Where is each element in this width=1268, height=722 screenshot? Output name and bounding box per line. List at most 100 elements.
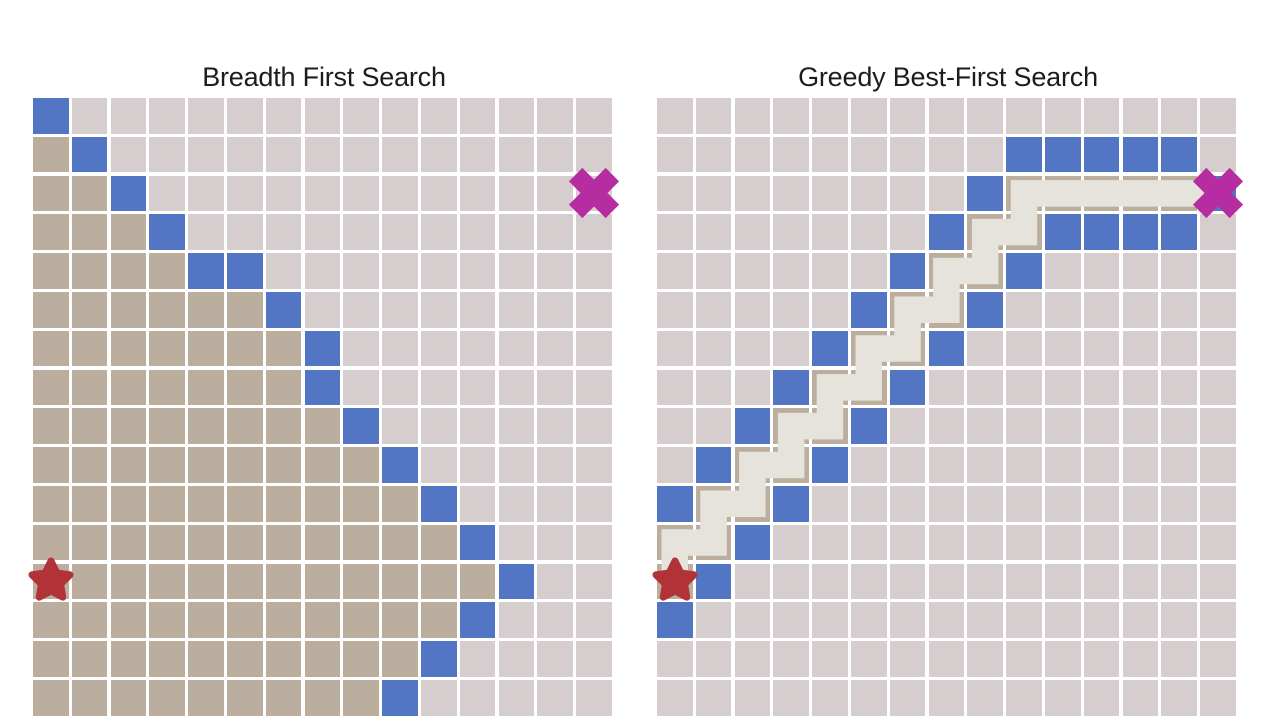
grid-cell: [812, 330, 848, 367]
grid-cell: [188, 680, 224, 716]
grid-cell: [110, 602, 147, 638]
start-star-icon[interactable]: [647, 553, 703, 609]
grid-cell: [227, 136, 263, 173]
grid-cell: [382, 602, 418, 638]
grid-cell: [304, 486, 341, 522]
grid-cell: [1122, 369, 1159, 406]
grid-cell: [33, 680, 69, 716]
grid-cell: [1200, 447, 1236, 483]
grid-cell: [110, 175, 147, 212]
grid-cell: [498, 602, 535, 638]
grid-cell: [304, 563, 341, 600]
grid-cell: [304, 641, 341, 677]
grid-cell: [382, 253, 418, 289]
grid-cell: [33, 214, 69, 250]
grid-cell: [149, 486, 185, 522]
grid-cell: [537, 253, 573, 289]
grid-cell: [1161, 524, 1197, 561]
grid-cell: [1006, 98, 1042, 134]
grid-cell: [1006, 486, 1042, 522]
grid-cell: [265, 98, 302, 134]
grid-cell: [498, 563, 535, 600]
grid-cell: [265, 136, 302, 173]
grid-cell: [851, 292, 887, 328]
grid-cell: [304, 602, 341, 638]
grid-cell: [71, 330, 108, 367]
grid-cell: [1122, 408, 1159, 444]
grid-cell: [928, 486, 965, 522]
grid-cell: [1006, 408, 1042, 444]
grid-cell: [889, 253, 926, 289]
grid-cell: [498, 486, 535, 522]
grid-cell: [889, 486, 926, 522]
grid-cell: [889, 369, 926, 406]
grid-cell: [537, 641, 573, 677]
grid-cell: [812, 214, 848, 250]
grid-cell: [734, 330, 771, 367]
grid-cell: [1200, 253, 1236, 289]
grid-cell: [967, 175, 1003, 212]
grid-cell: [382, 292, 418, 328]
grid-cell: [498, 524, 535, 561]
grid-cell: [576, 680, 612, 716]
grid-cell: [382, 98, 418, 134]
grid-cell: [1200, 330, 1236, 367]
grid-cell: [657, 98, 693, 134]
grid-cell: [928, 330, 965, 367]
grid-cell: [149, 447, 185, 483]
grid-cell: [695, 214, 732, 250]
grid-cell: [498, 369, 535, 406]
grid-cell: [812, 641, 848, 677]
goal-x-icon[interactable]: [566, 165, 622, 221]
bfs-panel: Breadth First Search: [28, 62, 620, 722]
grid-cell: [812, 175, 848, 212]
grid-cell: [967, 486, 1003, 522]
grid-cell: [889, 292, 926, 328]
grid-cell: [227, 369, 263, 406]
grid-cell: [1083, 98, 1120, 134]
grid-cell: [576, 330, 612, 367]
grid-cell: [1083, 214, 1120, 250]
grid-cell: [812, 680, 848, 716]
grid-cell: [576, 447, 612, 483]
grid-cell: [1200, 563, 1236, 600]
grid-cell: [967, 330, 1003, 367]
grid-cell: [188, 369, 224, 406]
grid-cell: [928, 98, 965, 134]
grid-cell: [304, 253, 341, 289]
grid-cell: [188, 486, 224, 522]
grid-cell: [576, 98, 612, 134]
grid-cell: [576, 253, 612, 289]
grid-cell: [1161, 292, 1197, 328]
grid-cell: [343, 369, 379, 406]
grid-cell: [1083, 524, 1120, 561]
grid-cell: [576, 524, 612, 561]
grid-cell: [498, 408, 535, 444]
grid-cell: [773, 175, 809, 212]
start-star-icon[interactable]: [23, 553, 79, 609]
grid-cell: [773, 98, 809, 134]
grid-cell: [734, 641, 771, 677]
grid-cell: [1006, 136, 1042, 173]
goal-x-icon[interactable]: [1190, 165, 1246, 221]
grid-cell: [71, 680, 108, 716]
grid-cell: [851, 98, 887, 134]
grid-cell: [812, 602, 848, 638]
grid-cell: [459, 447, 496, 483]
grid-cell: [1083, 292, 1120, 328]
grid-cell: [1122, 680, 1159, 716]
grid-cell: [1083, 447, 1120, 483]
grid-cell: [343, 98, 379, 134]
grid-cell: [421, 98, 457, 134]
grid-cell: [33, 408, 69, 444]
grid-cell: [1006, 330, 1042, 367]
grid-cell: [889, 330, 926, 367]
grid-cell: [227, 253, 263, 289]
grid-cell: [459, 292, 496, 328]
grid-cell: [343, 680, 379, 716]
grid-cell: [343, 641, 379, 677]
grid-cell: [734, 98, 771, 134]
grid-cell: [343, 408, 379, 444]
grid-cell: [71, 292, 108, 328]
grid-cell: [459, 136, 496, 173]
